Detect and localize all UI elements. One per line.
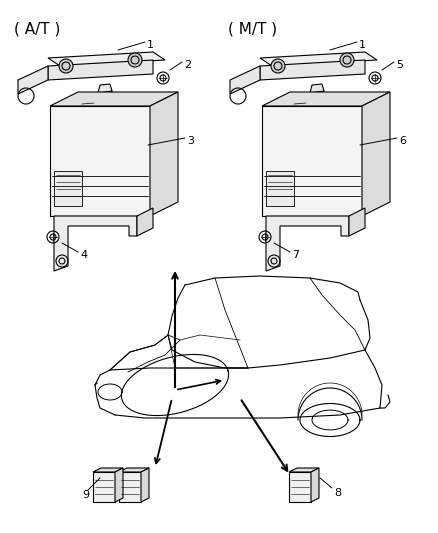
Polygon shape [362,92,390,216]
Polygon shape [262,106,362,216]
Polygon shape [98,84,112,93]
Polygon shape [266,216,349,271]
Text: ( A/T ): ( A/T ) [14,22,60,37]
Text: 5: 5 [396,60,403,70]
Circle shape [59,59,73,73]
Polygon shape [262,92,390,106]
Polygon shape [119,472,141,502]
Polygon shape [289,468,319,472]
Polygon shape [98,91,112,107]
Text: 3: 3 [187,136,194,146]
Polygon shape [82,99,94,111]
Polygon shape [266,171,294,206]
Polygon shape [50,106,150,216]
Circle shape [340,53,354,67]
Circle shape [128,53,142,67]
Text: 9: 9 [82,490,89,500]
Polygon shape [310,91,324,107]
Text: 8: 8 [334,488,341,498]
Polygon shape [150,92,178,216]
Polygon shape [310,84,324,93]
Polygon shape [48,60,153,80]
Polygon shape [48,52,165,66]
Polygon shape [115,468,123,502]
Text: 1: 1 [147,40,154,50]
Polygon shape [54,216,137,271]
Polygon shape [289,472,311,502]
Polygon shape [141,468,149,502]
Polygon shape [230,66,260,94]
Text: 6: 6 [399,136,406,146]
Text: 2: 2 [184,60,191,70]
Polygon shape [50,92,178,106]
Text: 4: 4 [80,250,87,260]
Text: 7: 7 [292,250,299,260]
Polygon shape [93,472,115,502]
Polygon shape [260,60,365,80]
Polygon shape [137,208,153,236]
Text: ( M/T ): ( M/T ) [228,22,277,37]
Polygon shape [18,66,48,94]
Polygon shape [93,468,123,472]
Polygon shape [54,171,82,206]
Polygon shape [311,468,319,502]
Polygon shape [260,52,377,66]
Text: 1: 1 [359,40,366,50]
Circle shape [271,59,285,73]
Polygon shape [119,468,149,472]
Polygon shape [349,208,365,236]
Polygon shape [294,99,306,111]
